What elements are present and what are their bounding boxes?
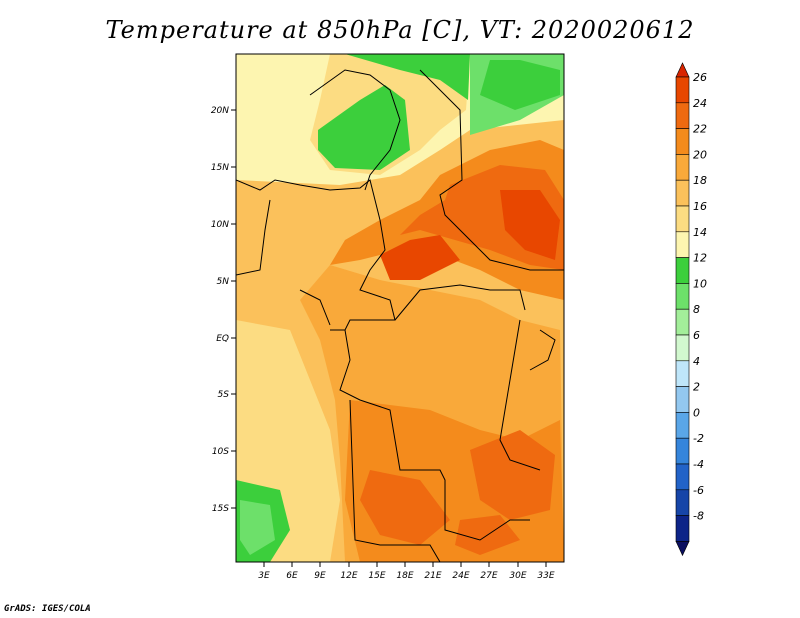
lat-label: 10S bbox=[212, 447, 229, 457]
lat-label: 15S bbox=[212, 504, 229, 514]
colorbar-label: 12 bbox=[693, 252, 707, 265]
colorbar-swatch bbox=[675, 179, 690, 207]
colorbar-swatch bbox=[675, 412, 690, 439]
colorbar-swatch bbox=[675, 205, 690, 233]
colorbar-swatch bbox=[675, 102, 690, 129]
colorbar-swatch bbox=[675, 334, 690, 362]
colorbar-swatch bbox=[675, 386, 690, 413]
lon-label: 6E bbox=[286, 571, 298, 581]
colorbar-label: -8 bbox=[693, 510, 704, 523]
lon-label: 15E bbox=[368, 571, 385, 581]
colorbar-label: 4 bbox=[693, 355, 700, 368]
colorbar-swatch bbox=[675, 257, 690, 284]
colorbar-swatch bbox=[675, 489, 690, 516]
colorbar-swatch bbox=[675, 437, 690, 465]
colorbar-swatch bbox=[675, 463, 690, 491]
colorbar-label: 8 bbox=[693, 303, 700, 316]
lat-label: 15N bbox=[211, 163, 229, 173]
colorbar-label: 24 bbox=[693, 97, 707, 110]
grads-credit: GrADS: IGES/COLA bbox=[4, 604, 91, 614]
colorbar-label: 10 bbox=[693, 277, 707, 290]
lon-label: 30E bbox=[509, 571, 526, 581]
colorbar-label: -4 bbox=[693, 458, 704, 471]
lon-label: 27E bbox=[480, 571, 497, 581]
lat-label: 5S bbox=[218, 390, 230, 400]
lon-label: 12E bbox=[340, 571, 357, 581]
colorbar-label: 0 bbox=[693, 406, 700, 419]
colorbar-swatch bbox=[675, 76, 690, 104]
lat-label: 20N bbox=[211, 106, 229, 116]
colorbar-label: -2 bbox=[693, 432, 704, 445]
colorbar-label: 6 bbox=[693, 329, 700, 342]
lon-label: 3E bbox=[258, 571, 270, 581]
colorbar-label: 14 bbox=[693, 226, 707, 239]
lon-label: 21E bbox=[424, 571, 441, 581]
colorbar-swatch bbox=[675, 154, 690, 181]
lat-label: EQ bbox=[216, 334, 229, 344]
colorbar-swatch bbox=[675, 515, 690, 542]
lat-label: 10N bbox=[211, 220, 229, 230]
colorbar-swatches bbox=[675, 62, 690, 557]
colorbar-top-triangle bbox=[675, 62, 690, 78]
map-title: Temperature at 850hPa [C], VT: 202002061… bbox=[105, 16, 695, 44]
temperature-map bbox=[235, 53, 565, 563]
colorbar-swatch bbox=[675, 308, 690, 336]
lat-axis: 20N 15N 10N 5N EQ 5S 10S 15S bbox=[211, 106, 236, 514]
lon-axis: 3E 6E 9E 12E 15E 18E 21E 24E 27E 30E 33E bbox=[258, 562, 555, 581]
lon-label: 9E bbox=[314, 571, 326, 581]
lat-label: 5N bbox=[217, 277, 230, 287]
lon-label: 33E bbox=[537, 571, 554, 581]
colorbar-label: 22 bbox=[693, 123, 707, 136]
colorbar-bottom-triangle bbox=[675, 541, 690, 557]
colorbar-label: 16 bbox=[693, 200, 707, 213]
colorbar-label: 26 bbox=[693, 71, 707, 84]
colorbar-label: -6 bbox=[693, 484, 704, 497]
lon-label: 18E bbox=[396, 571, 413, 581]
colorbar-swatch bbox=[675, 283, 690, 310]
colorbar-swatch bbox=[675, 128, 690, 155]
colorbar-swatch bbox=[675, 360, 690, 387]
colorbar-label: 2 bbox=[693, 381, 700, 394]
colorbar-swatch bbox=[675, 231, 690, 258]
lon-label: 24E bbox=[452, 571, 469, 581]
colorbar-label: 18 bbox=[693, 174, 707, 187]
colorbar-label: 20 bbox=[693, 148, 707, 161]
